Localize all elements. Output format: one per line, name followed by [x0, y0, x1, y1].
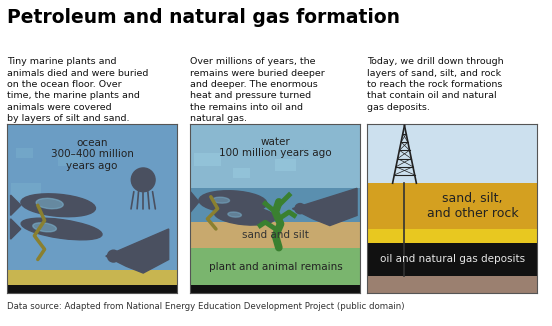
- Bar: [15, 148, 33, 158]
- Bar: [367, 243, 537, 276]
- Bar: [233, 168, 250, 178]
- Bar: [190, 124, 360, 188]
- Text: oil and natural gas deposits: oil and natural gas deposits: [380, 255, 524, 264]
- Bar: [190, 248, 360, 285]
- Text: Today, we drill down through
layers of sand, silt, and rock
to reach the rock fo: Today, we drill down through layers of s…: [367, 57, 504, 112]
- Bar: [367, 183, 537, 229]
- Text: ocean
300–400 million
years ago: ocean 300–400 million years ago: [51, 138, 134, 171]
- Text: plant and animal remains: plant and animal remains: [209, 262, 342, 272]
- Text: sand, silt,
and other rock: sand, silt, and other rock: [427, 192, 518, 220]
- Text: water
100 million years ago: water 100 million years ago: [219, 137, 332, 158]
- Ellipse shape: [21, 218, 102, 240]
- Bar: [194, 153, 221, 166]
- Bar: [58, 153, 82, 166]
- Text: sand and silt: sand and silt: [242, 230, 309, 240]
- Bar: [275, 159, 296, 171]
- Polygon shape: [106, 229, 169, 273]
- Bar: [367, 124, 537, 183]
- Polygon shape: [190, 192, 199, 212]
- Text: Over millions of years, the
remains were buried deeper
and deeper. The enormous
: Over millions of years, the remains were…: [190, 57, 325, 123]
- Bar: [367, 276, 537, 293]
- Text: Tiny marine plants and
animals died and were buried
on the ocean floor. Over
tim: Tiny marine plants and animals died and …: [7, 57, 148, 123]
- Bar: [190, 222, 360, 248]
- Bar: [7, 285, 177, 293]
- Ellipse shape: [295, 203, 305, 214]
- Bar: [10, 183, 41, 200]
- Ellipse shape: [214, 206, 275, 225]
- Bar: [367, 229, 537, 243]
- Bar: [190, 188, 360, 222]
- Polygon shape: [10, 219, 21, 239]
- Ellipse shape: [21, 194, 95, 217]
- Ellipse shape: [33, 223, 56, 232]
- Ellipse shape: [199, 191, 267, 213]
- Text: Data source: Adapted from National Energy Education Development Project (public : Data source: Adapted from National Energ…: [7, 302, 405, 311]
- Bar: [7, 270, 177, 293]
- Ellipse shape: [213, 197, 230, 203]
- Ellipse shape: [36, 198, 63, 209]
- Polygon shape: [10, 195, 21, 215]
- Ellipse shape: [131, 168, 155, 192]
- Polygon shape: [293, 188, 357, 226]
- Bar: [190, 285, 360, 293]
- Text: Petroleum and natural gas formation: Petroleum and natural gas formation: [7, 8, 400, 27]
- Ellipse shape: [228, 212, 241, 217]
- Ellipse shape: [108, 250, 119, 262]
